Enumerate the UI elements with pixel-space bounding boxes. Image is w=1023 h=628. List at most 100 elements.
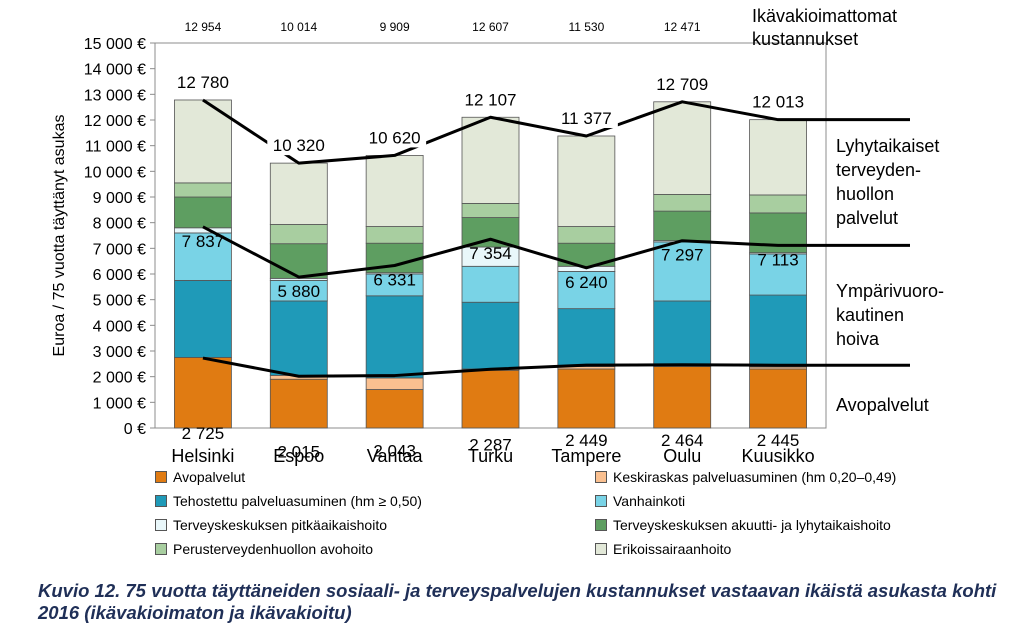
label-bg <box>650 73 714 94</box>
legend-swatch <box>155 519 167 531</box>
bar-segment <box>653 194 712 212</box>
bar-segment <box>557 226 616 244</box>
right-label-unadjusted: Ikävakioimattomat <box>752 6 897 26</box>
right-label-avo: Avopalvelut <box>836 395 929 415</box>
legend-swatch <box>155 471 167 483</box>
legend-swatch <box>595 495 607 507</box>
bar-segment <box>749 194 807 214</box>
adjusted-care-label: 7 113 <box>757 250 798 269</box>
legend-label: Keskiraskas palveluasuminen (hm 0,20–0,4… <box>613 469 897 485</box>
bar-segment <box>174 182 232 198</box>
bar-segment <box>365 295 424 379</box>
label-bg <box>363 127 427 148</box>
bar-segment <box>557 308 616 367</box>
legend-label: Vanhainkoti <box>613 493 686 509</box>
right-label-short-term: terveyden- <box>836 160 921 180</box>
bar-segment <box>653 365 712 429</box>
adjusted-line-avo <box>202 356 910 378</box>
adjusted-total-label: 12 107 <box>465 90 517 109</box>
category-label: Turku <box>468 446 513 466</box>
legend-swatch <box>155 543 167 555</box>
legend-label: Terveyskeskuksen pitkäaikaishoito <box>173 517 387 533</box>
figure-caption: Kuvio 12. 75 vuotta täyttäneiden sosiaal… <box>38 580 997 623</box>
y-tick-label: 0 € <box>124 421 146 438</box>
y-tick-label: 2 000 € <box>93 370 146 387</box>
adjusted-avo-label: 2 445 <box>757 431 800 450</box>
right-label-unadjusted: kustannukset <box>752 29 858 49</box>
y-tick-label: 8 000 € <box>93 216 146 233</box>
adjusted-avo-label: 2 043 <box>373 442 416 461</box>
category-label: Oulu <box>663 446 701 466</box>
y-tick-label: 15 000 € <box>84 36 146 53</box>
y-tick-label: 14 000 € <box>84 62 146 79</box>
bar-segment <box>365 155 424 227</box>
category-label: Tampere <box>551 446 621 466</box>
adjusted-avo-label: 2 015 <box>278 442 321 461</box>
adjusted-care-label: 7 837 <box>182 232 225 251</box>
unadjusted-total-label: 12 607 <box>472 20 509 34</box>
bar-segment <box>557 271 616 310</box>
bar-segment <box>269 300 328 376</box>
label-bg <box>459 89 522 110</box>
adjusted-line-total <box>202 98 910 165</box>
right-label-short-term: Lyhytaikaiset <box>836 136 939 156</box>
unadjusted-total-label: 11 530 <box>568 20 604 34</box>
y-tick-label: 3 000 € <box>93 344 146 361</box>
category-label: Vantaa <box>367 446 424 466</box>
adjusted-care-label: 7 297 <box>661 246 704 265</box>
legend-swatch <box>595 543 607 555</box>
legend-label: Avopalvelut <box>173 469 246 485</box>
bar-segment <box>174 196 232 229</box>
bar-segment <box>365 226 424 244</box>
label-bg <box>746 91 810 112</box>
cost-chart: 0 € 1 000 € 2 000 € 3 000 € 4 000 € 5 000 € 6 … <box>51 6 944 466</box>
y-tick-label: 9 000 € <box>93 190 146 207</box>
adjusted-avo-label: 2 287 <box>469 435 512 454</box>
y-tick-label: 12 000 € <box>84 113 146 130</box>
bar-segment <box>174 232 232 281</box>
legend-label: Tehostettu palveluasuminen (hm ≥ 0,50) <box>173 493 422 509</box>
adjusted-avo-label: 2 464 <box>661 431 704 450</box>
bar-segment <box>653 241 712 302</box>
right-label-round-clock: kautinen <box>836 305 904 325</box>
adjusted-avo-label: 2 449 <box>565 431 608 450</box>
adjusted-line-care <box>202 225 910 279</box>
right-label-short-term: palvelut <box>836 208 898 228</box>
category-label: Espoo <box>273 446 324 466</box>
right-label-short-term: huollon <box>836 184 894 204</box>
bar-segment <box>653 101 712 195</box>
bar-segment <box>365 389 424 429</box>
bar-segment <box>653 300 712 366</box>
category-label: Helsinki <box>171 446 234 466</box>
y-tick-label: 6 000 € <box>93 267 146 284</box>
bar-segment <box>174 280 232 358</box>
adjusted-total-label: 10 620 <box>369 128 421 147</box>
y-tick-label: 1 000 € <box>93 395 146 412</box>
label-bg <box>267 135 331 156</box>
bar-segment <box>557 135 616 227</box>
bar-segment <box>461 217 520 248</box>
adjusted-total-label: 10 320 <box>273 136 325 155</box>
y-tick-label: 11 000 € <box>85 139 146 156</box>
adjusted-total-label: 11 377 <box>561 109 612 128</box>
unadjusted-total-label: 12 471 <box>664 20 701 34</box>
adjusted-total-label: 12 780 <box>177 73 229 92</box>
y-tick-label: 7 000 € <box>93 241 146 258</box>
bar-segment <box>174 357 232 429</box>
bar-segment <box>269 224 328 245</box>
legend-swatch <box>595 519 607 531</box>
unadjusted-total-label: 12 954 <box>185 20 222 34</box>
y-axis-label: Euroa / 75 vuotta täyttänyt asukas <box>51 115 68 357</box>
bar-segment <box>269 378 328 429</box>
label-bg <box>171 71 235 92</box>
bar-segment <box>365 377 424 390</box>
bar-segment <box>461 203 520 218</box>
unadjusted-total-label: 10 014 <box>280 20 317 34</box>
legend-item: Perusterveydenhuollon avohoito <box>155 541 373 557</box>
chart-legend: Avopalvelut Keskiraskas palveluasuminen (… <box>155 469 935 561</box>
bar-segment <box>557 368 616 429</box>
bar-segment <box>269 162 328 225</box>
adjusted-care-label: 6 331 <box>373 271 416 290</box>
y-tick-label: 10 000 € <box>84 164 146 181</box>
y-tick-label: 13 000 € <box>84 87 146 104</box>
